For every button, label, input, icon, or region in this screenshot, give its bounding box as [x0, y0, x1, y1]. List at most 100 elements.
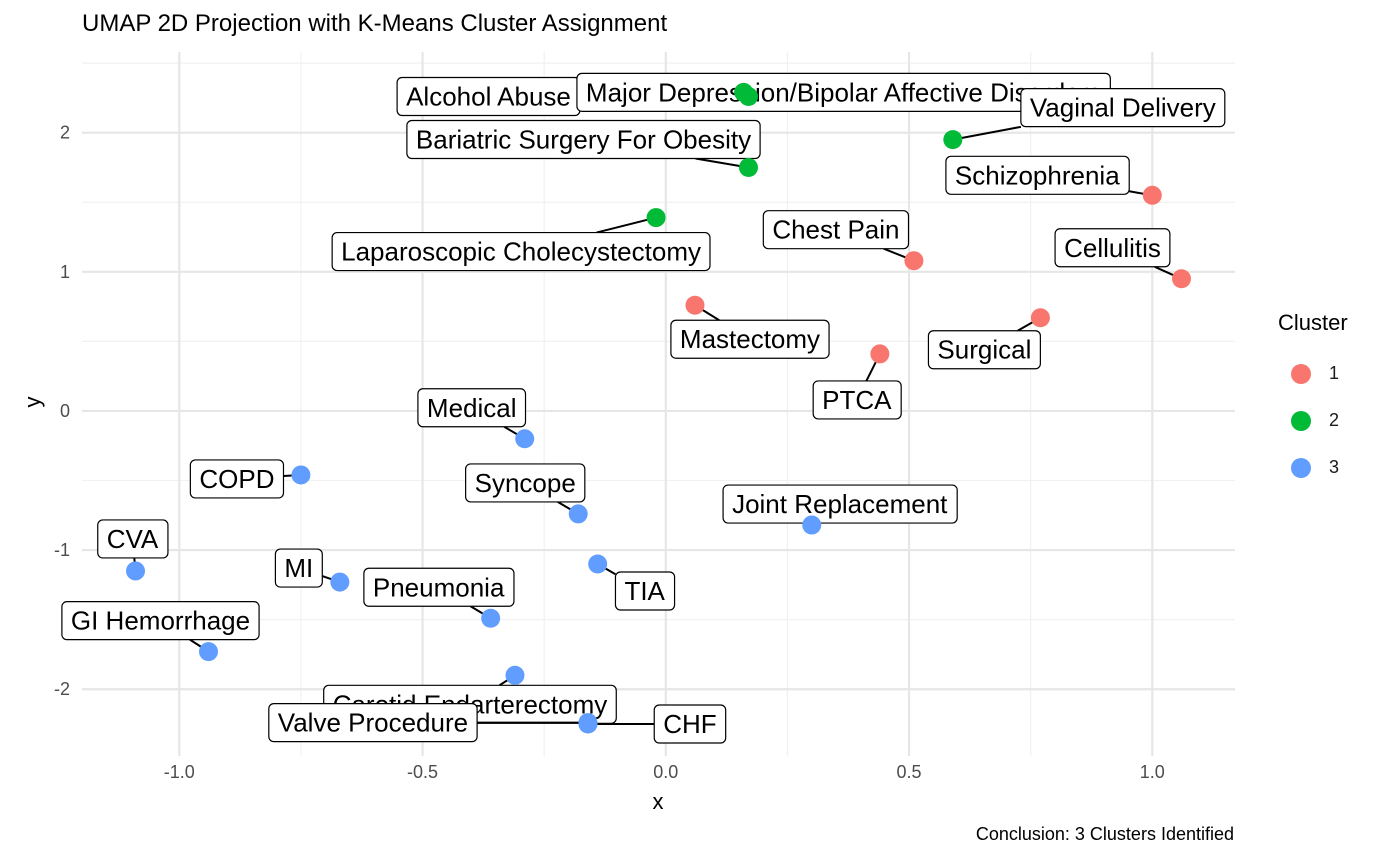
y-tick-label: 2 — [60, 123, 70, 143]
point-label: Laparoscopic Cholecystectomy — [331, 216, 711, 272]
legend-item-cluster-3: 3 — [1278, 444, 1348, 491]
point-label-text: Alcohol Abuse — [406, 82, 571, 112]
legend-swatch-cluster-1 — [1291, 363, 1311, 384]
data-points — [126, 82, 1191, 734]
label-box — [465, 463, 586, 503]
data-point — [943, 130, 963, 150]
point-label-text: CVA — [107, 524, 159, 554]
axis-ticks: -1.0 -0.5 0.0 0.5 1.0 -2 -1 0 1 2 — [54, 123, 1165, 782]
point-label-text: GI Hemorrhage — [71, 606, 250, 636]
y-tick-label: -2 — [54, 679, 70, 699]
point-label-text: Medical — [427, 393, 517, 423]
point-label: Valve Procedure — [268, 703, 588, 743]
point-label: CVA — [97, 519, 169, 572]
label-box — [97, 519, 169, 559]
data-point — [568, 504, 588, 524]
label-box — [189, 459, 285, 499]
label-box — [670, 319, 830, 359]
point-label: Joint Replacement — [722, 484, 958, 524]
x-tick-label: 0.0 — [653, 762, 678, 782]
point-label: MI — [274, 548, 341, 588]
label-box — [927, 330, 1041, 370]
label-box — [406, 119, 761, 160]
x-tick-label: -0.5 — [407, 762, 438, 782]
point-label-text: Vaginal Delivery — [1030, 93, 1216, 123]
data-point — [291, 465, 311, 485]
data-point — [515, 429, 535, 449]
data-point — [330, 572, 350, 592]
point-label: PTCA — [812, 353, 902, 420]
point-label-text: MI — [284, 553, 313, 583]
y-tick-label: 1 — [60, 262, 70, 282]
point-label-text: Surgical — [937, 335, 1031, 365]
legend-label-cluster-3: 3 — [1329, 457, 1340, 477]
data-point — [802, 515, 822, 535]
point-label: CHF — [587, 704, 727, 744]
point-label-text: Chest Pain — [772, 215, 899, 245]
data-point — [646, 208, 666, 228]
point-label-text: Mastectomy — [680, 324, 820, 354]
label-box — [1054, 228, 1171, 268]
data-point — [1142, 185, 1162, 205]
legend-label-cluster-1: 1 — [1329, 363, 1340, 383]
legend-swatch-cluster-2 — [1291, 410, 1311, 431]
point-label-text: COPD — [199, 464, 274, 494]
point-label: Pneumonia — [363, 567, 515, 620]
chart-title: UMAP 2D Projection with K-Means Cluster … — [82, 10, 668, 37]
point-label-text: CHF — [663, 709, 716, 739]
x-tick-label: 1.0 — [1140, 762, 1165, 782]
data-point — [1030, 308, 1050, 328]
point-label-text: Bariatric Surgery For Obesity — [416, 124, 751, 154]
data-point — [734, 82, 754, 102]
point-label-text: TIA — [624, 576, 665, 606]
data-point — [870, 344, 890, 364]
label-box — [331, 231, 711, 272]
point-labels: Alcohol Abuse Major Depression/Bipolar Af… — [61, 72, 1226, 744]
point-label-text: PTCA — [822, 385, 892, 415]
label-box — [762, 210, 910, 250]
point-label: Major Depression/Bipolar Affective Disor… — [576, 72, 1111, 112]
data-point — [578, 714, 598, 734]
data-point — [1171, 269, 1191, 289]
data-point — [904, 251, 924, 271]
point-label-text: Laparoscopic Cholecystectomy — [341, 237, 701, 267]
label-box — [268, 703, 478, 743]
legend: Cluster 1 2 3 — [1278, 310, 1348, 491]
x-tick-label: -1.0 — [164, 762, 195, 782]
data-point — [481, 608, 501, 628]
label-leader-line — [952, 125, 1022, 141]
point-label: Cellulitis — [1054, 228, 1182, 280]
x-axis-label: x — [653, 789, 664, 814]
point-label-text: Schizophrenia — [955, 160, 1120, 190]
point-label: Syncope — [465, 463, 586, 515]
label-box — [653, 704, 727, 744]
label-box — [812, 380, 902, 420]
point-label-text: Valve Procedure — [278, 708, 468, 738]
point-label: Surgical — [927, 316, 1041, 370]
label-box — [61, 601, 260, 641]
label-box — [363, 567, 515, 607]
legend-item-cluster-2: 2 — [1278, 397, 1348, 444]
label-box — [1020, 88, 1226, 128]
legend-item-cluster-1: 1 — [1278, 350, 1348, 397]
y-axis-label: y — [20, 397, 45, 408]
point-label-text: Cellulitis — [1064, 233, 1161, 263]
data-point — [126, 561, 146, 581]
point-label-text: Pneumonia — [373, 572, 505, 602]
point-label: Mastectomy — [670, 304, 830, 359]
legend-title: Cluster — [1278, 310, 1348, 335]
point-label: Chest Pain — [762, 210, 915, 262]
label-box — [417, 388, 527, 428]
point-label-text: Major Depression/Bipolar Affective Disor… — [586, 77, 1101, 107]
label-box — [945, 155, 1130, 195]
data-point — [685, 295, 705, 315]
legend-swatch-cluster-3 — [1291, 457, 1311, 478]
y-tick-label: 0 — [60, 401, 70, 421]
label-box — [274, 548, 323, 588]
x-tick-label: 0.5 — [897, 762, 922, 782]
label-box — [614, 571, 676, 611]
point-label: Schizophrenia — [945, 155, 1153, 197]
data-point — [588, 554, 608, 574]
point-label: Vaginal Delivery — [952, 88, 1226, 141]
